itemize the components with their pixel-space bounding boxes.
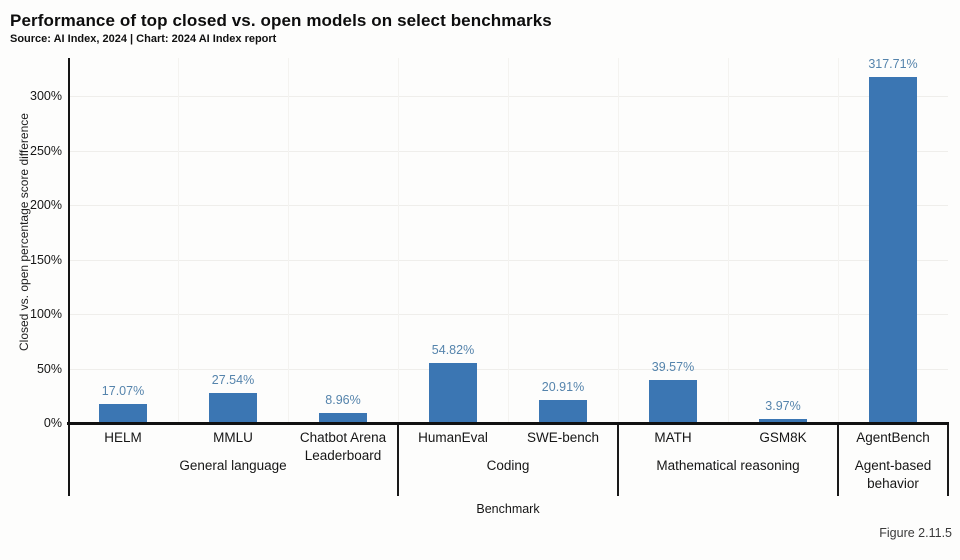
gridline-v (288, 58, 289, 423)
y-tick-label: 150% (30, 253, 62, 267)
bar-value-label: 17.07% (101, 384, 145, 398)
bar-gsm8k (759, 419, 807, 423)
y-axis-line (68, 58, 70, 496)
bar-value-label: 54.82% (431, 343, 475, 357)
group-divider (947, 424, 949, 496)
gridline-v (838, 58, 839, 423)
category-label: HumanEval (418, 430, 488, 445)
category-label: MMLU (213, 430, 253, 445)
chart-subtitle: Source: AI Index, 2024 | Chart: 2024 AI … (10, 33, 277, 45)
gridline-v (618, 58, 619, 423)
bar-mmlu (209, 393, 257, 423)
y-tick-label: 200% (30, 198, 62, 212)
gridline-v (398, 58, 399, 423)
bar-helm (99, 404, 147, 423)
category-label: AgentBench (856, 430, 930, 445)
category-label: Chatbot Arena Leaderboard (299, 430, 387, 463)
bar-value-label: 3.97% (765, 399, 801, 413)
group-divider (837, 424, 839, 496)
category-label: MATH (654, 430, 692, 445)
y-tick-label: 100% (30, 307, 62, 321)
gridline-v (728, 58, 729, 423)
bar-agentbench (869, 77, 917, 423)
group-label: Mathematical reasoning (656, 458, 800, 473)
gridline-v (178, 58, 179, 423)
bar-value-label: 20.91% (541, 380, 585, 394)
x-axis-line (67, 422, 949, 425)
bar-value-label: 39.57% (651, 360, 695, 374)
category-label: HELM (104, 430, 142, 445)
bar-math (649, 380, 697, 423)
group-label: General language (179, 458, 287, 473)
bar-humaneval (429, 363, 477, 423)
y-tick-label: 250% (30, 144, 62, 158)
bar-value-label: 317.71% (868, 57, 918, 71)
x-axis-title: Benchmark (476, 502, 540, 516)
chart-title: Performance of top closed vs. open model… (10, 11, 552, 30)
bar-chatbot-arena-leaderboard (319, 413, 367, 423)
group-label: Coding (486, 458, 530, 473)
group-label: Agent-based behavior (854, 458, 932, 491)
group-divider (397, 424, 399, 496)
category-label: GSM8K (759, 430, 807, 445)
y-tick-label: 50% (36, 362, 62, 376)
gridline-v (508, 58, 509, 423)
bar-value-label: 27.54% (211, 373, 255, 387)
group-divider (617, 424, 619, 496)
y-tick-label: 0% (43, 416, 62, 430)
category-label: SWE-bench (526, 430, 600, 445)
figure-number-label: Figure 2.11.5 (879, 526, 952, 540)
y-tick-label: 300% (30, 89, 62, 103)
bar-value-label: 8.96% (325, 393, 361, 407)
bar-swe-bench (539, 400, 587, 423)
